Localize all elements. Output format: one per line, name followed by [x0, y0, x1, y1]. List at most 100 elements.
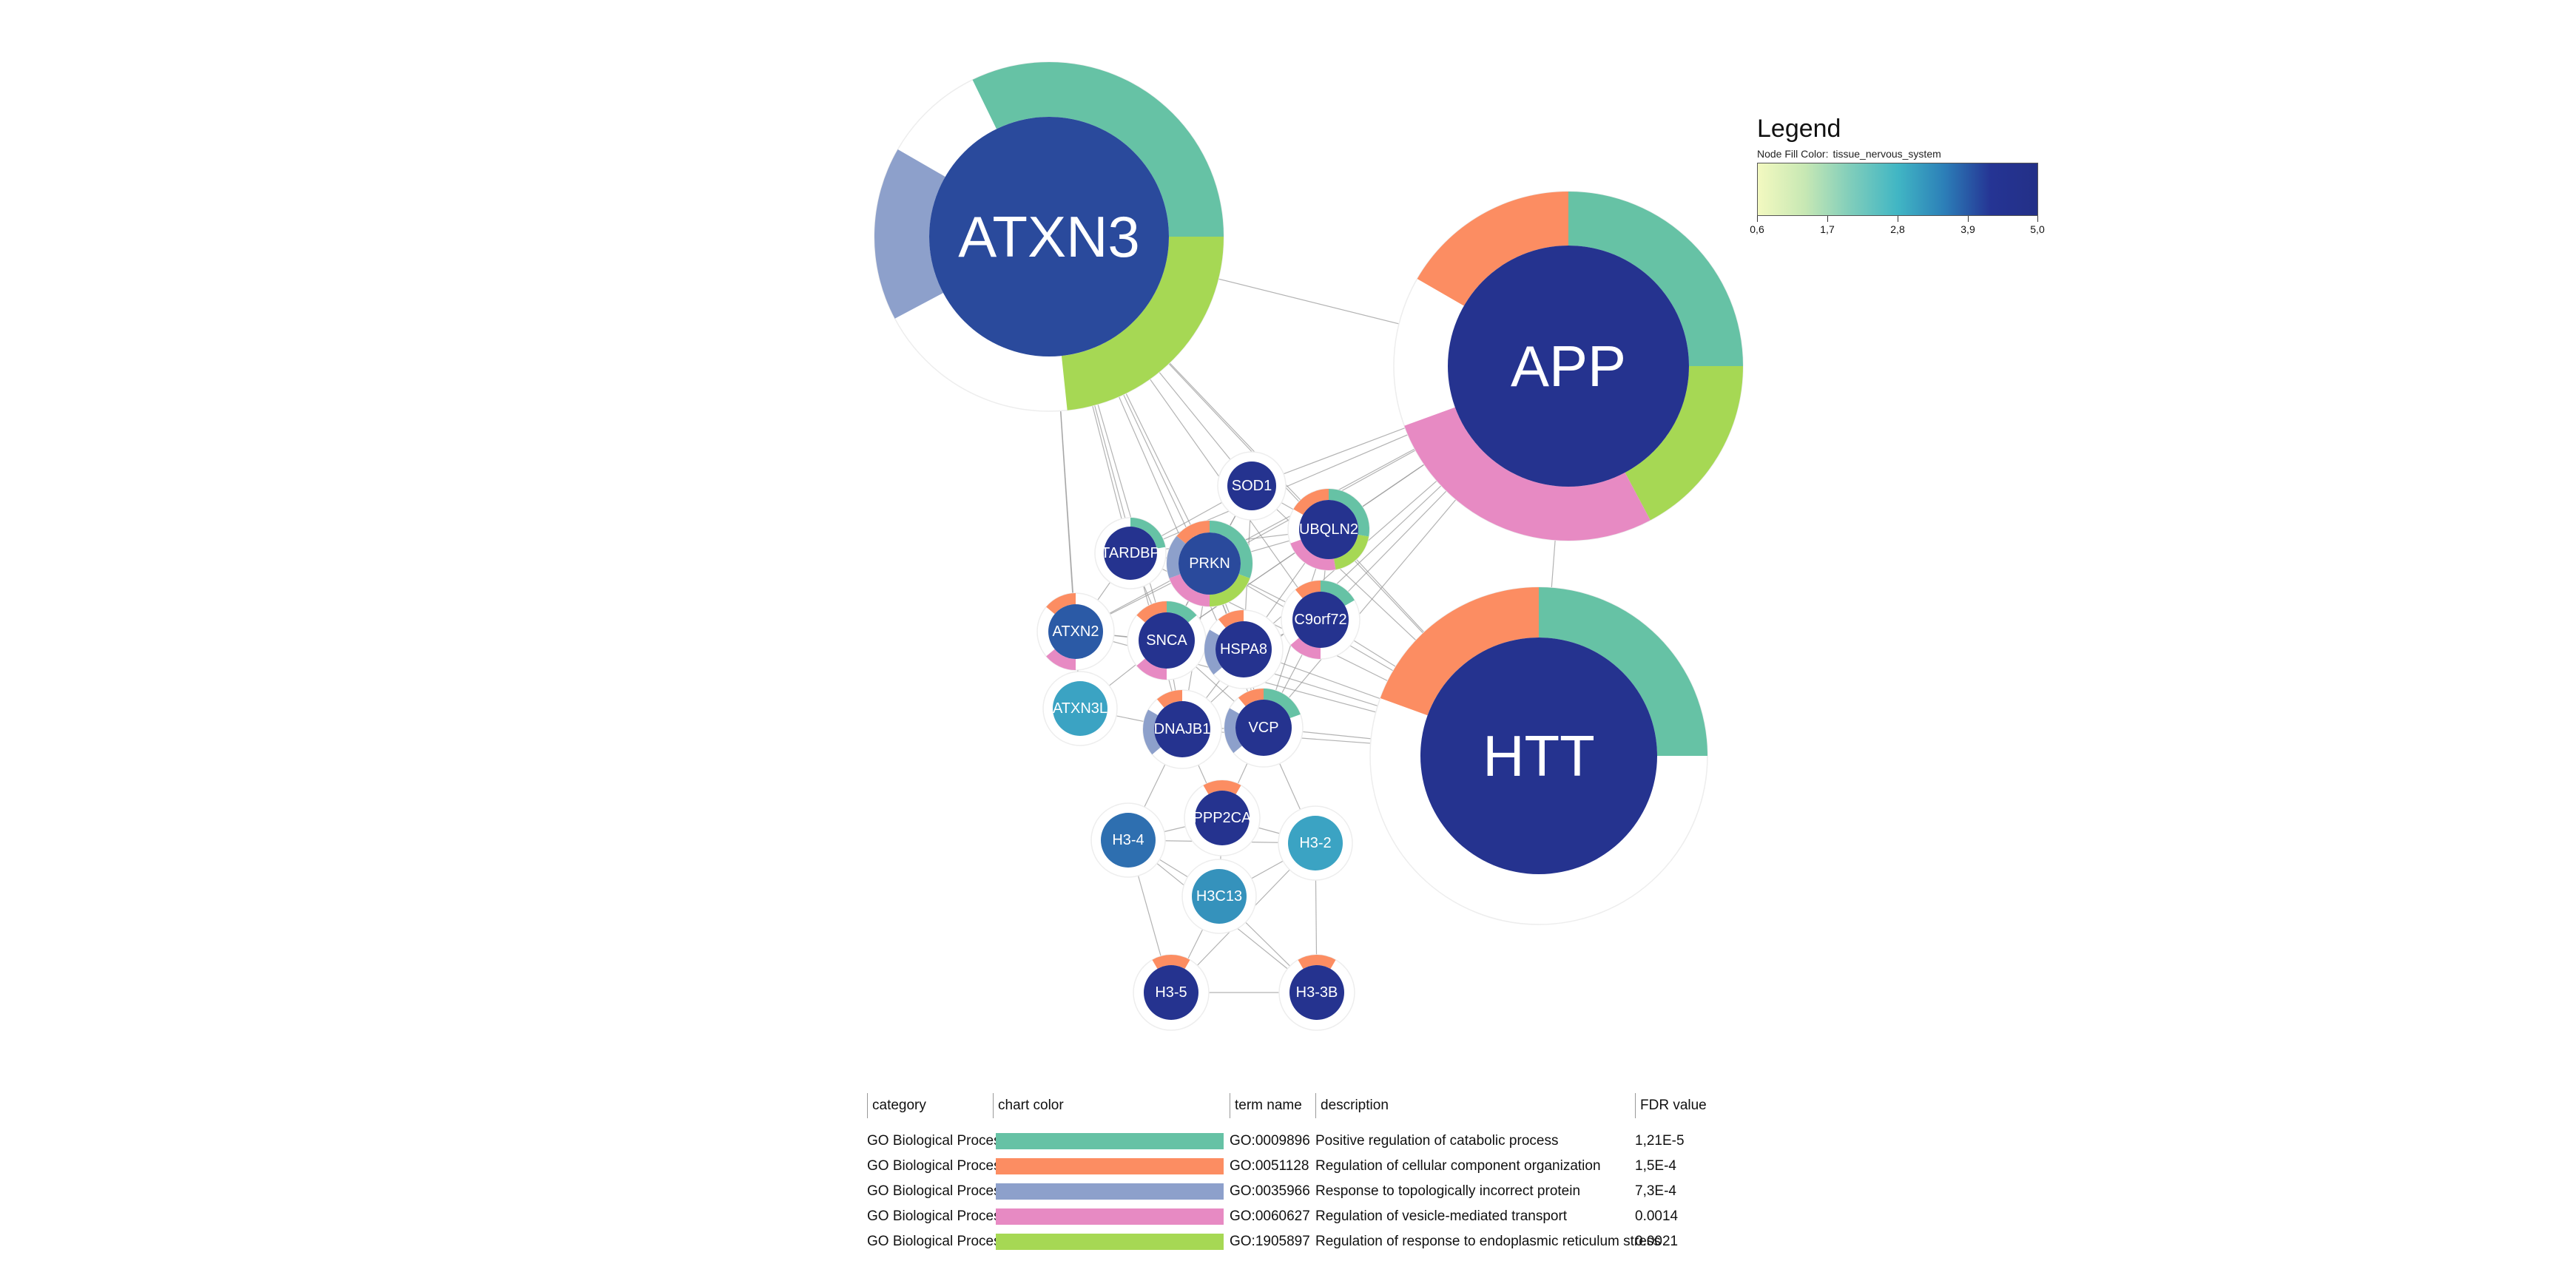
node-snca[interactable]: SNCA	[1127, 601, 1207, 680]
node-atxn2[interactable]: ATXN2	[1036, 592, 1115, 671]
enrichment-arc-er_stress	[1625, 366, 1743, 521]
node-label: DNAJB1	[1154, 721, 1211, 737]
legend: Legend Node Fill Color: tissue_nervous_sy…	[1750, 115, 2060, 235]
tick-mark	[2037, 216, 2038, 222]
node-label: H3-5	[1155, 984, 1187, 1001]
node-vcp[interactable]: VCP	[1224, 688, 1304, 768]
node-h3-2[interactable]: H3-2	[1278, 805, 1353, 881]
enrichment-arc-er_stress	[1210, 574, 1250, 606]
cell-term: GO:0051128	[1230, 1158, 1309, 1174]
color-gradient-bar	[1757, 163, 2038, 216]
cell-term: GO:0060627	[1230, 1208, 1310, 1224]
node-core	[1235, 700, 1292, 756]
enrichment-arc-catabolic	[1210, 521, 1252, 578]
cell-category: GO Biological Process	[867, 1208, 1008, 1224]
node-label: H3C13	[1196, 888, 1242, 905]
node-label: C9orf72	[1294, 612, 1346, 628]
enrichment-arc-catabolic	[1568, 192, 1743, 366]
node-dnajb1[interactable]: DNAJB1	[1142, 689, 1222, 769]
legend-subtitle: Node Fill Color: tissue_nervous_system	[1757, 148, 2060, 160]
node-core	[1139, 612, 1195, 669]
node-core	[1288, 816, 1343, 870]
node-label: APP	[1511, 334, 1626, 399]
node-label: H3-3B	[1296, 984, 1338, 1001]
node-core	[1154, 701, 1210, 757]
cell-fdr: 1,5E-4	[1635, 1158, 1676, 1174]
node-prkn[interactable]: PRKN	[1166, 520, 1253, 607]
node-core	[1227, 462, 1276, 510]
cell-description: Response to topologically incorrect prot…	[1315, 1183, 1581, 1199]
enrichment-arc-incorrect_protein	[874, 149, 945, 319]
enrichment-arc-catabolic	[972, 62, 1049, 129]
enrichment-arc-organization	[1380, 587, 1539, 716]
node-h3-3b[interactable]: H3-3B	[1278, 954, 1355, 1031]
color-swatch	[996, 1208, 1224, 1225]
header-chart-color: chart color	[993, 1093, 1064, 1118]
legend-title: Legend	[1757, 115, 1841, 143]
enrichment-arc-vesicle	[1136, 658, 1167, 680]
node-h3-5[interactable]: H3-5	[1133, 954, 1210, 1031]
enrichment-arc-incorrect_protein	[1167, 535, 1186, 578]
node-core	[1420, 638, 1657, 874]
color-swatch	[996, 1234, 1224, 1250]
header-term-name: term name	[1230, 1093, 1302, 1118]
enrichment-arc-vesicle	[1290, 638, 1321, 659]
node-core	[1104, 527, 1157, 580]
enrichment-arc-incorrect_protein	[1143, 709, 1161, 755]
node-core	[1289, 965, 1344, 1020]
tick-label: 3,9	[1960, 223, 1975, 235]
header-fdr: FDR value	[1635, 1093, 1707, 1118]
node-label: H3-2	[1299, 835, 1331, 851]
legend-subtitle-label: Node Fill Color:	[1757, 148, 1829, 160]
enrichment-arc-catabolic	[1130, 518, 1166, 549]
node-htt[interactable]: HTT	[1369, 586, 1708, 925]
enrichment-arc-catabolic	[1329, 489, 1369, 537]
node-core	[1448, 246, 1689, 487]
node-app[interactable]: APP	[1393, 191, 1744, 541]
node-core	[1192, 869, 1247, 924]
enrichment-arc-catabolic	[1321, 581, 1355, 606]
node-label: VCP	[1248, 720, 1278, 736]
cell-fdr: 7,3E-4	[1635, 1183, 1676, 1199]
node-core	[1053, 681, 1107, 736]
legend-subtitle-value: tissue_nervous_system	[1832, 148, 1941, 160]
enrichment-arc-incorrect_protein	[1224, 708, 1242, 754]
node-ppp2ca[interactable]: PPP2CA	[1184, 780, 1261, 856]
cell-description: Positive regulation of catabolic process	[1315, 1133, 1559, 1149]
enrichment-arc-catabolic	[1167, 601, 1197, 623]
node-label: ATXN3L	[1053, 700, 1107, 717]
node-label: UBQLN2	[1299, 521, 1358, 538]
node-label: ATXN2	[1053, 623, 1099, 640]
node-c9orf72[interactable]: C9orf72	[1281, 580, 1361, 660]
node-label: SNCA	[1146, 632, 1187, 649]
enrichment-arc-organization	[1295, 581, 1321, 598]
cell-description: Regulation of cellular component organiz…	[1315, 1158, 1601, 1174]
node-core	[1048, 604, 1103, 659]
node-label: SOD1	[1232, 478, 1272, 494]
cell-fdr: 1,21E-5	[1635, 1133, 1685, 1149]
node-hspa8[interactable]: HSPA8	[1204, 609, 1284, 689]
node-atxn3l[interactable]: ATXN3L	[1042, 671, 1118, 746]
cell-category: GO Biological Process	[867, 1158, 1008, 1174]
node-h3-4[interactable]: H3-4	[1090, 802, 1166, 878]
node-tardbp[interactable]: TARDBP	[1094, 517, 1167, 589]
node-core	[1195, 791, 1250, 845]
cell-term: GO:1905897	[1230, 1234, 1310, 1249]
cell-category: GO Biological Process	[867, 1133, 1008, 1149]
node-atxn3[interactable]: ATXN3	[874, 61, 1224, 412]
node-sod1[interactable]: SOD1	[1217, 451, 1287, 521]
node-ubqln2[interactable]: UBQLN2	[1287, 488, 1370, 571]
node-label: HTT	[1483, 723, 1595, 788]
tick-label: 0,6	[1750, 223, 1764, 235]
enrichment-arc-organization	[1152, 955, 1171, 969]
node-h3c13[interactable]: H3C13	[1181, 859, 1257, 934]
cell-term: GO:0009896	[1230, 1133, 1310, 1149]
cell-description: Regulation of response to endoplasmic re…	[1315, 1234, 1661, 1249]
tick-mark	[1968, 216, 1969, 222]
header-description: description	[1315, 1093, 1389, 1118]
tick-mark	[1827, 216, 1828, 222]
enrichment-arc-vesicle	[1046, 649, 1076, 670]
node-layer: ATXN3 APP HTT SOD1 TARDBP PRKN UBQLN2 ATXN2 SNCA…	[874, 61, 1744, 1031]
node-core	[1144, 965, 1198, 1020]
